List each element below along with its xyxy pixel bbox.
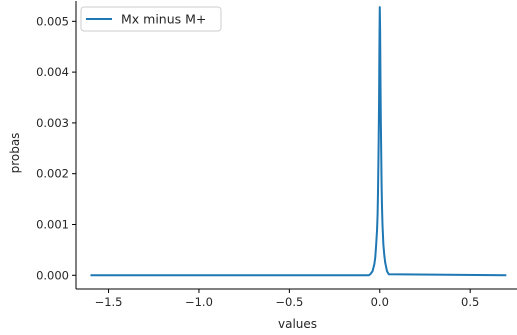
x-tick-label: 0.0: [371, 295, 389, 309]
axes: −1.5 −1.0 −0.5 0.0 0.5 0.000 0.001 0.002 0.003 0.…: [36, 1, 517, 309]
y-axis-title: probas: [8, 133, 22, 174]
x-axis-title: values: [278, 317, 317, 331]
legend: Mx minus M+: [80, 6, 222, 32]
x-tick-label: −1.5: [95, 295, 123, 309]
y-tick-label: 0.005: [36, 14, 69, 28]
series-line-0: [90, 6, 507, 277]
y-tick-label: 0.004: [36, 65, 69, 79]
plot-area: [90, 6, 507, 277]
x-tick-label: 0.5: [461, 295, 479, 309]
x-tick-label: −0.5: [275, 295, 303, 309]
legend-entry-label: Mx minus M+: [121, 12, 206, 27]
y-tick-label: 0.003: [36, 116, 69, 130]
legend-box: [80, 6, 222, 32]
y-tick-label: 0.002: [36, 167, 69, 181]
y-tick-label: 0.000: [36, 268, 69, 282]
x-tick-label: −1.0: [185, 295, 213, 309]
y-tick-label: 0.001: [36, 217, 69, 231]
